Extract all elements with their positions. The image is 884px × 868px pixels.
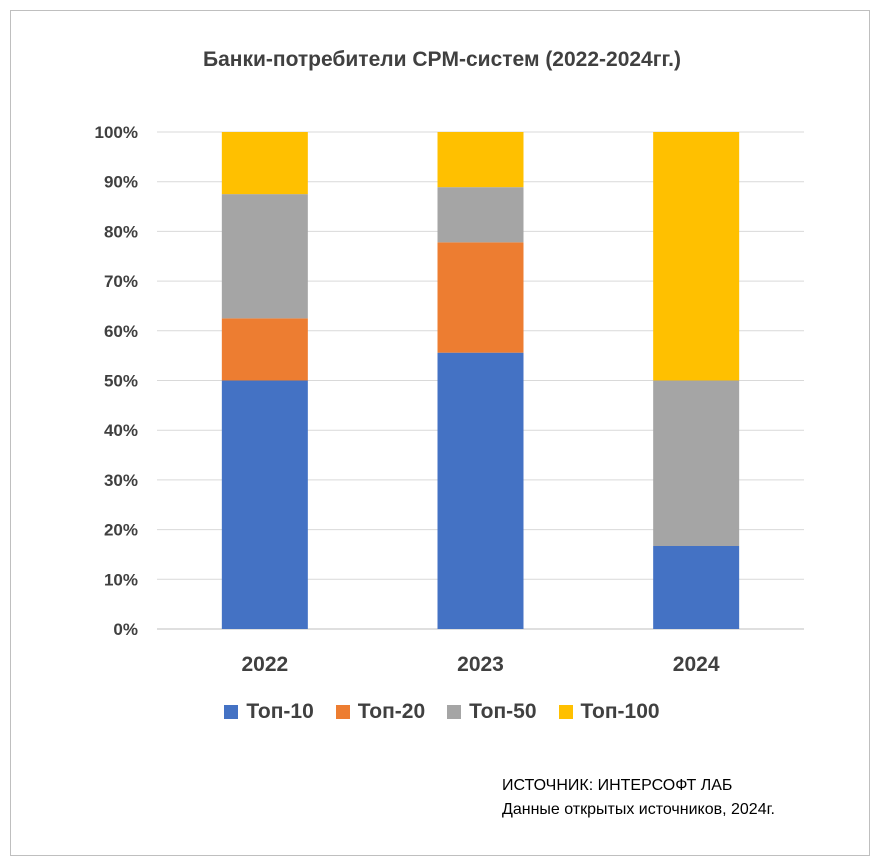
x-tick-label: 2022 [241,653,288,676]
legend-swatch [335,705,350,719]
legend-label: Топ-100 [580,700,660,723]
source-line-2: Данные открытых источников, 2024г. [502,801,775,818]
y-tick-label: 40% [104,421,138,440]
x-tick-label: 2023 [457,653,504,676]
legend-swatch [447,705,462,719]
bar-segment [653,380,740,547]
y-tick-label: 70% [104,272,138,291]
bar-segment [221,318,308,381]
y-tick-label: 80% [104,222,138,241]
source-note: ИСТОЧНИК: ИНТЕРСОФТ ЛАБ Данные открытых … [502,774,775,822]
chart-title: Банки-потребители CPM-систем (2022-2024г… [203,48,681,71]
bars [221,132,740,629]
legend-item: Топ-10 [224,700,314,724]
bar-segment [437,352,524,629]
bar-segment [221,194,308,319]
legend-label: Топ-20 [357,700,426,723]
y-tick-label: 0% [113,620,138,639]
bar-segment [653,132,740,381]
legend-item: Топ-100 [558,700,660,724]
y-tick-label: 90% [104,173,138,192]
legend-item: Топ-20 [335,700,426,724]
bar-segment [437,132,524,188]
source-line-1: ИСТОЧНИК: ИНТЕРСОФТ ЛАБ [502,777,733,794]
chart-plot: 0%10%20%30%40%50%60%70%80%90%100% 2022 20… [95,123,804,676]
y-tick-label: 30% [104,471,138,490]
legend-label: Топ-10 [246,700,314,723]
bar-segment [653,546,740,629]
bar-segment [437,187,524,243]
legend-swatch [558,705,573,719]
legend-item: Топ-50 [447,700,537,724]
bar-segment [221,380,308,629]
y-axis-ticks: 0% 10% 20% 30% 40% 50% 60% 70% 80% 90% 100% [95,123,138,639]
y-tick-label: 20% [104,521,138,540]
y-tick-label: 100% [95,123,138,142]
x-axis-ticks: 2022 2023 2024 [241,653,719,676]
bar-segment [437,242,524,353]
y-tick-label: 60% [104,322,138,341]
legend-swatch [224,705,239,719]
bar-segment [221,132,308,195]
legend: Топ-10 Топ-20 Топ-50 Топ-100 [0,700,884,724]
y-tick-label: 50% [104,372,138,391]
legend-label: Топ-50 [469,700,537,723]
x-tick-label: 2024 [673,653,720,676]
y-tick-label: 10% [104,570,138,589]
